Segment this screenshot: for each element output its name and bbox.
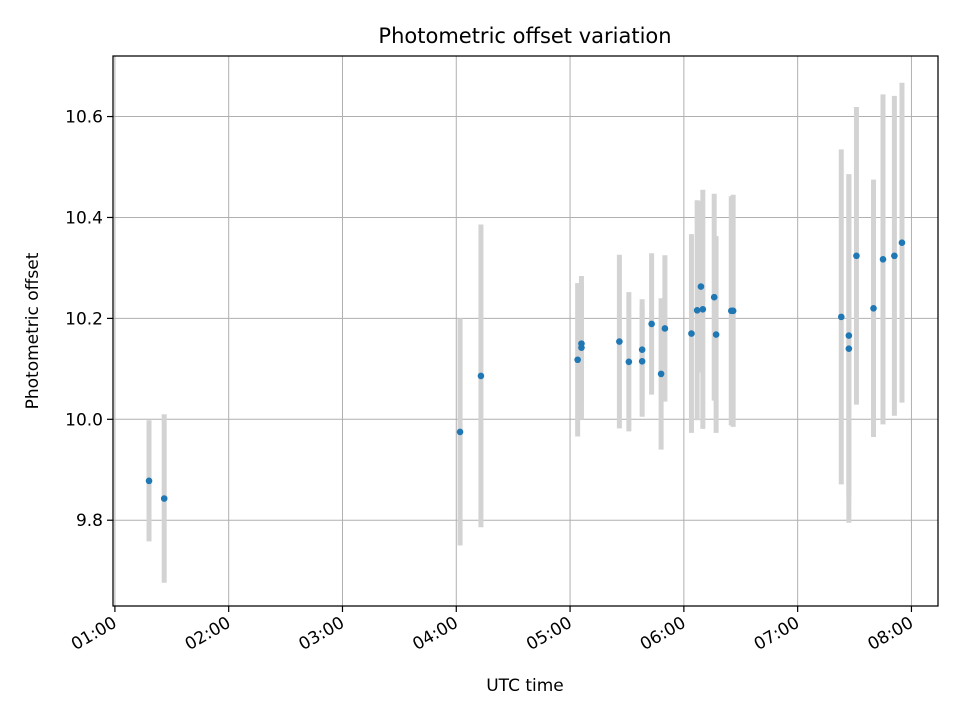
y-tick-label: 10.6 (65, 108, 103, 128)
data-point (837, 313, 845, 321)
y-tick-label: 10.0 (65, 410, 103, 430)
y-tick-label: 9.8 (76, 511, 103, 531)
data-points (145, 239, 906, 502)
data-point (710, 293, 718, 301)
data-point (160, 495, 168, 502)
data-point (845, 345, 853, 352)
data-point (853, 252, 860, 260)
data-point (712, 331, 720, 338)
data-point (729, 307, 737, 315)
data-point (697, 283, 705, 290)
data-point (648, 320, 655, 328)
data-point (688, 330, 695, 337)
data-point (879, 256, 887, 263)
data-point (574, 356, 581, 364)
data-point (693, 307, 701, 314)
data-point (145, 477, 153, 485)
plot-frame (112, 55, 939, 607)
data-point (699, 306, 707, 313)
data-point (891, 252, 898, 260)
data-point (625, 358, 633, 366)
data-point (898, 239, 906, 246)
data-point (870, 304, 877, 312)
data-point (578, 344, 585, 351)
data-point (616, 338, 623, 345)
data-point (456, 428, 464, 436)
chart-title: Photometric offset variation (378, 24, 671, 48)
data-point (638, 346, 646, 353)
data-point (477, 372, 485, 380)
x-axis-label: UTC time (486, 676, 564, 696)
y-axis-label: Photometric offset (23, 252, 43, 409)
data-point (845, 332, 853, 339)
data-point (657, 370, 665, 378)
y-axis: 9.8 10.0 10.2 10.4 10.6 (65, 108, 113, 531)
y-tick-label: 10.2 (65, 309, 103, 329)
grid (113, 56, 938, 606)
data-point (638, 357, 646, 365)
y-tick-label: 10.4 (65, 208, 103, 228)
data-point (661, 325, 669, 332)
